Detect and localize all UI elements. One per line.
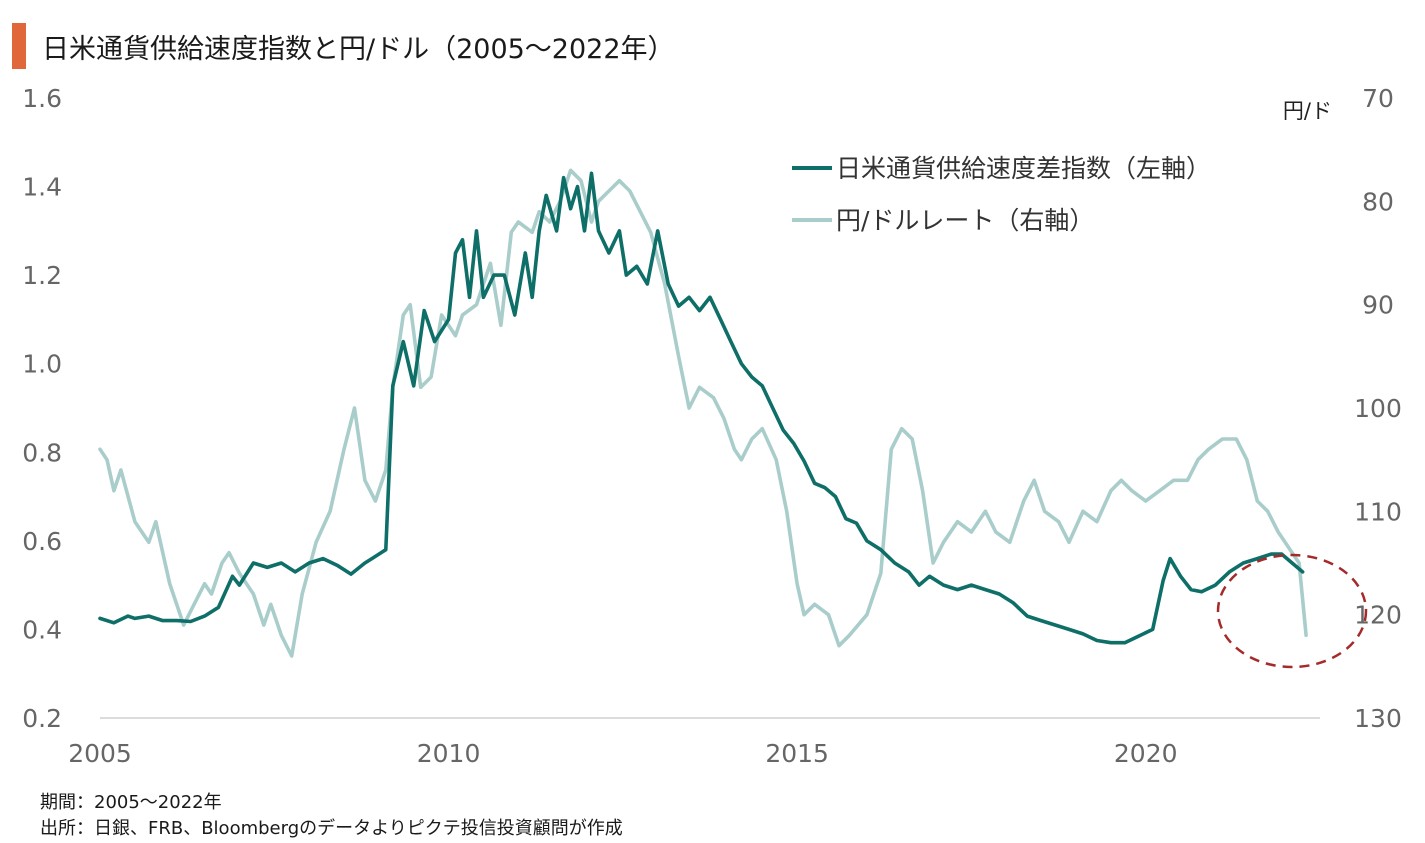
legend: 日米通貨供給速度差指数（左軸） 円/ドルレート（右軸） <box>792 154 1211 235</box>
chart-title-block: 日米通貨供給速度指数と円/ドル（2005～2022年） <box>12 22 675 70</box>
x-axis-ticks: 2005 2010 2015 2020 <box>68 739 1177 768</box>
left-tick-label: 1.6 <box>22 84 62 113</box>
highlight-circle <box>1216 553 1368 669</box>
x-tick-label: 2015 <box>765 739 829 768</box>
right-tick-label: 100 <box>1354 394 1402 423</box>
left-tick-label: 1.2 <box>22 261 62 290</box>
left-tick-label: 1.4 <box>22 173 62 202</box>
x-tick-label: 2010 <box>417 739 481 768</box>
period-note: 期間：2005～2022年 <box>40 792 222 813</box>
series-line-fx <box>98 168 1308 658</box>
right-axis-ticks: 70 80 90 100 110 120 130 <box>1354 84 1402 733</box>
right-tick-label: 130 <box>1354 704 1402 733</box>
legend-label: 円/ドルレート（右軸） <box>836 206 1094 235</box>
title-accent-bar <box>12 23 26 69</box>
series-line-index <box>98 171 1305 645</box>
right-tick-label: 70 <box>1362 84 1394 113</box>
left-tick-label: 0.4 <box>22 615 62 644</box>
chart: 0.2 0.4 0.6 0.8 1.0 1.2 1.4 1.6 70 80 90 100 110 120… <box>22 84 1402 768</box>
x-tick-label: 2020 <box>1114 739 1178 768</box>
right-tick-label: 80 <box>1362 187 1394 216</box>
right-axis-unit: 円/ド <box>1283 99 1332 123</box>
right-tick-label: 120 <box>1354 601 1402 630</box>
chart-title: 日米通貨供給速度指数と円/ドル（2005～2022年） <box>42 33 675 65</box>
right-tick-label: 110 <box>1354 497 1402 526</box>
right-tick-label: 90 <box>1362 291 1394 320</box>
left-axis-ticks: 0.2 0.4 0.6 0.8 1.0 1.2 1.4 1.6 <box>22 84 62 733</box>
x-tick-label: 2005 <box>68 739 132 768</box>
left-tick-label: 0.6 <box>22 527 62 556</box>
left-tick-label: 0.2 <box>22 704 62 733</box>
left-tick-label: 0.8 <box>22 438 62 467</box>
left-tick-label: 1.0 <box>22 350 62 379</box>
legend-label: 日米通貨供給速度差指数（左軸） <box>836 154 1211 183</box>
source-note: 出所：日銀、FRB、Bloombergのデータよりピクテ投信投資顧問が作成 <box>40 818 623 839</box>
series-group <box>98 168 1308 658</box>
